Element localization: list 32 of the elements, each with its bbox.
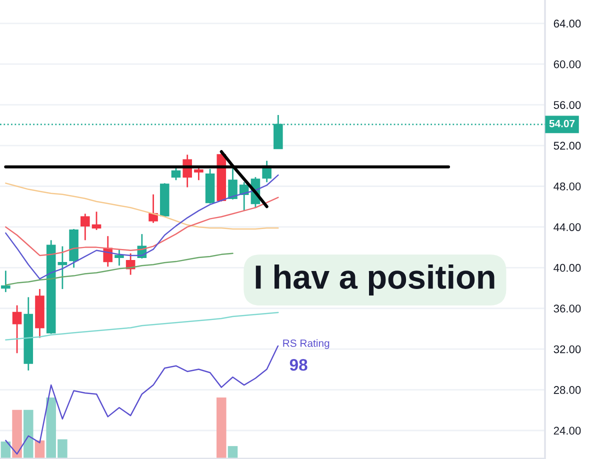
- line-series: [5, 182, 279, 230]
- bar: [24, 410, 34, 458]
- y-tick-label: 40.00: [554, 264, 581, 272]
- candlestick: [12, 304, 22, 354]
- bar: [12, 410, 22, 458]
- candlestick: [58, 246, 68, 290]
- y-tick-label: 48.00: [554, 182, 581, 190]
- y-tick-label: 56.00: [554, 101, 581, 109]
- candlestick: [92, 210, 102, 231]
- series-label: RS Rating: [283, 339, 330, 349]
- bar: [0, 442, 11, 458]
- bar: [34, 440, 45, 458]
- bar: [216, 397, 226, 458]
- candlestick: [148, 194, 158, 224]
- bar: [228, 446, 238, 458]
- y-tick-label: 28.00: [554, 386, 581, 394]
- annotation: I hav a position: [256, 264, 494, 296]
- y-tick-label: 60.00: [554, 60, 581, 68]
- y-tick-label: 32.00: [554, 345, 581, 354]
- y-tick-label: 44.00: [554, 223, 581, 232]
- line-series: [5, 312, 279, 341]
- y-tick-label: 52.00: [554, 142, 581, 150]
- candlestick: [171, 166, 181, 181]
- y-tick-label: 64.00: [554, 20, 581, 28]
- y-tick-label: 24.00: [554, 426, 581, 435]
- candlestick: [239, 181, 249, 212]
- candlestick: [1, 270, 10, 293]
- y-tick-label: 36.00: [554, 304, 581, 313]
- candlestick: [114, 248, 124, 266]
- candlestick: [80, 213, 90, 241]
- ref-line-label: 54.07: [549, 120, 575, 128]
- annotation: 98: [290, 359, 308, 371]
